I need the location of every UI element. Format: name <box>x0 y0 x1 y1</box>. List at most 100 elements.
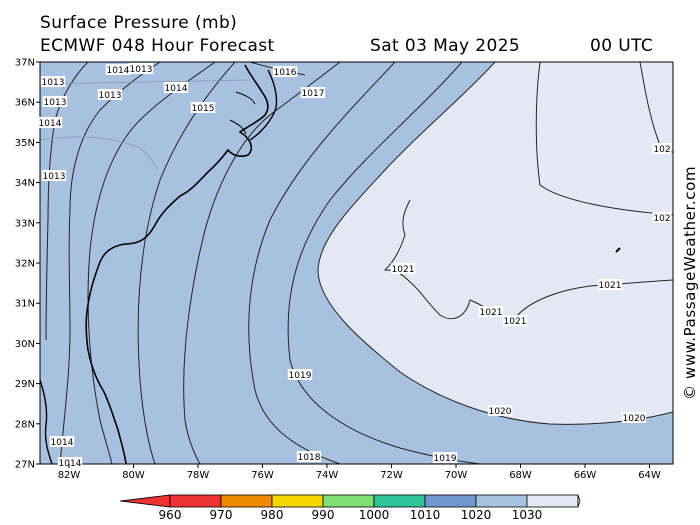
latitude-axis: 37N 36N 35N 34N 33N 32N 31N 30N 29N 28N 27N <box>15 58 40 471</box>
lat-label: 30N <box>15 339 35 350</box>
longitude-axis: 82W 80W 78W 76W 74W 72W 70W 68W 66W 64W <box>58 464 661 481</box>
isobar-label: 1021 <box>392 265 415 275</box>
lon-label: 64W <box>638 470 661 481</box>
lon-label: 70W <box>445 470 468 481</box>
isobar-label: 1013 <box>130 65 153 75</box>
isobar-label-bg <box>41 170 67 181</box>
lat-label: 31N <box>15 299 35 310</box>
isobar-label-bg <box>478 306 504 317</box>
isobar-label-bg <box>57 457 83 468</box>
isobar-1019 <box>287 62 481 464</box>
isobar-label-bg <box>300 87 326 98</box>
map-area <box>40 62 673 464</box>
colorbar-label: 970 <box>209 508 233 522</box>
lon-label: 82W <box>58 470 81 481</box>
colorbar-segment <box>220 494 273 508</box>
isobar-label: 1017 <box>302 89 325 99</box>
isobar-1017 <box>183 62 341 464</box>
isobar-label-bg <box>49 436 75 447</box>
colorbar-segment <box>322 494 375 508</box>
colorbar-segment <box>373 494 426 508</box>
lat-label: 34N <box>15 178 35 189</box>
isobar-label: 1021 <box>504 317 527 327</box>
colorbar-right-arrow <box>577 494 581 508</box>
colorbar-segment <box>424 494 477 508</box>
colorbar-label: 1000 <box>358 508 390 522</box>
isobar-label: 1019 <box>434 454 457 464</box>
colorbar-segment <box>526 494 579 508</box>
isobar-label: 1016 <box>274 68 297 78</box>
isobar-label: 1013 <box>43 172 66 182</box>
model-forecast-label: ECMWF 048 Hour Forecast <box>40 36 275 56</box>
colorbar-segment <box>169 494 222 508</box>
florida-gulf-coast <box>40 379 53 464</box>
isobar-1014 <box>59 62 161 464</box>
lon-label: 74W <box>316 470 339 481</box>
isobar-1021 <box>383 62 673 320</box>
isobar-label-bg <box>163 82 189 93</box>
isobar-label: 1014 <box>59 459 82 469</box>
isobar-1020 <box>317 62 673 425</box>
isobar-1015 <box>87 62 216 464</box>
isobar-label: 1014 <box>51 438 74 448</box>
isobar-label: 1014 <box>165 84 188 94</box>
isobar-label-bg <box>37 117 63 128</box>
isobar-1018 <box>248 62 396 464</box>
band-1020 <box>318 62 673 425</box>
colorbar-label: 990 <box>311 508 335 522</box>
lat-label: 29N <box>15 379 35 390</box>
isobar-label-bg <box>652 212 672 223</box>
isobar-label: 1019 <box>289 371 312 381</box>
outer-banks <box>249 69 278 141</box>
valid-date: Sat 03 May 2025 <box>370 36 521 56</box>
isobar-label-bg <box>272 66 298 77</box>
isobar-label-bg <box>40 76 66 87</box>
isobar-label: 1013 <box>44 98 67 108</box>
isobar-label: 102 <box>653 214 670 224</box>
chart-title: Surface Pressure (mb) <box>40 13 238 33</box>
lat-label: 37N <box>15 58 35 69</box>
colorbar-label: 1010 <box>409 508 441 522</box>
credit-watermark: © www.PassageWeather.com <box>681 165 699 400</box>
lat-label: 27N <box>15 460 35 471</box>
isobar-label-bg <box>97 89 123 100</box>
state-borders <box>40 79 251 171</box>
lat-label: 32N <box>15 259 35 270</box>
bermuda-island <box>615 247 621 253</box>
isobar-label-bg <box>502 315 528 326</box>
isobar-label: 1015 <box>192 104 215 114</box>
pressure-colorbar <box>119 494 581 508</box>
lon-label: 76W <box>251 470 274 481</box>
lon-label: 68W <box>509 470 532 481</box>
isobar-label: 1021 <box>599 281 622 291</box>
lon-label: 72W <box>380 470 403 481</box>
isobar-label: 1014 <box>39 119 62 129</box>
colorbar-left-arrow <box>119 494 171 508</box>
isobar-label-bg <box>287 369 313 380</box>
isobar-label-bg <box>296 451 322 462</box>
lat-label: 35N <box>15 138 35 149</box>
isobar-label: 1014 <box>107 66 130 76</box>
isobar-label-bg <box>432 452 458 463</box>
isobar-label: 1020 <box>489 407 512 417</box>
isobar-label-bg <box>190 102 216 113</box>
isobar-label-bg <box>487 405 513 416</box>
isobar-label: 1018 <box>298 453 321 463</box>
colorbar-segment <box>475 494 528 508</box>
valid-time: 00 UTC <box>590 36 654 56</box>
colorbar-label: 1030 <box>511 508 543 522</box>
lat-label: 33N <box>15 218 35 229</box>
isobar-label: 1020 <box>623 414 646 424</box>
sounds <box>229 91 256 135</box>
lat-label: 36N <box>15 98 35 109</box>
isobar-label-bg <box>621 412 647 423</box>
colorbar-label: 1020 <box>460 508 492 522</box>
isobar-label-bg <box>128 63 154 74</box>
lon-label: 80W <box>122 470 145 481</box>
isobar-label-bg <box>105 64 131 75</box>
isobar-label: 1021 <box>480 308 503 318</box>
isobar-label: 1013 <box>42 78 65 88</box>
isobar-label: 102 <box>653 145 670 155</box>
